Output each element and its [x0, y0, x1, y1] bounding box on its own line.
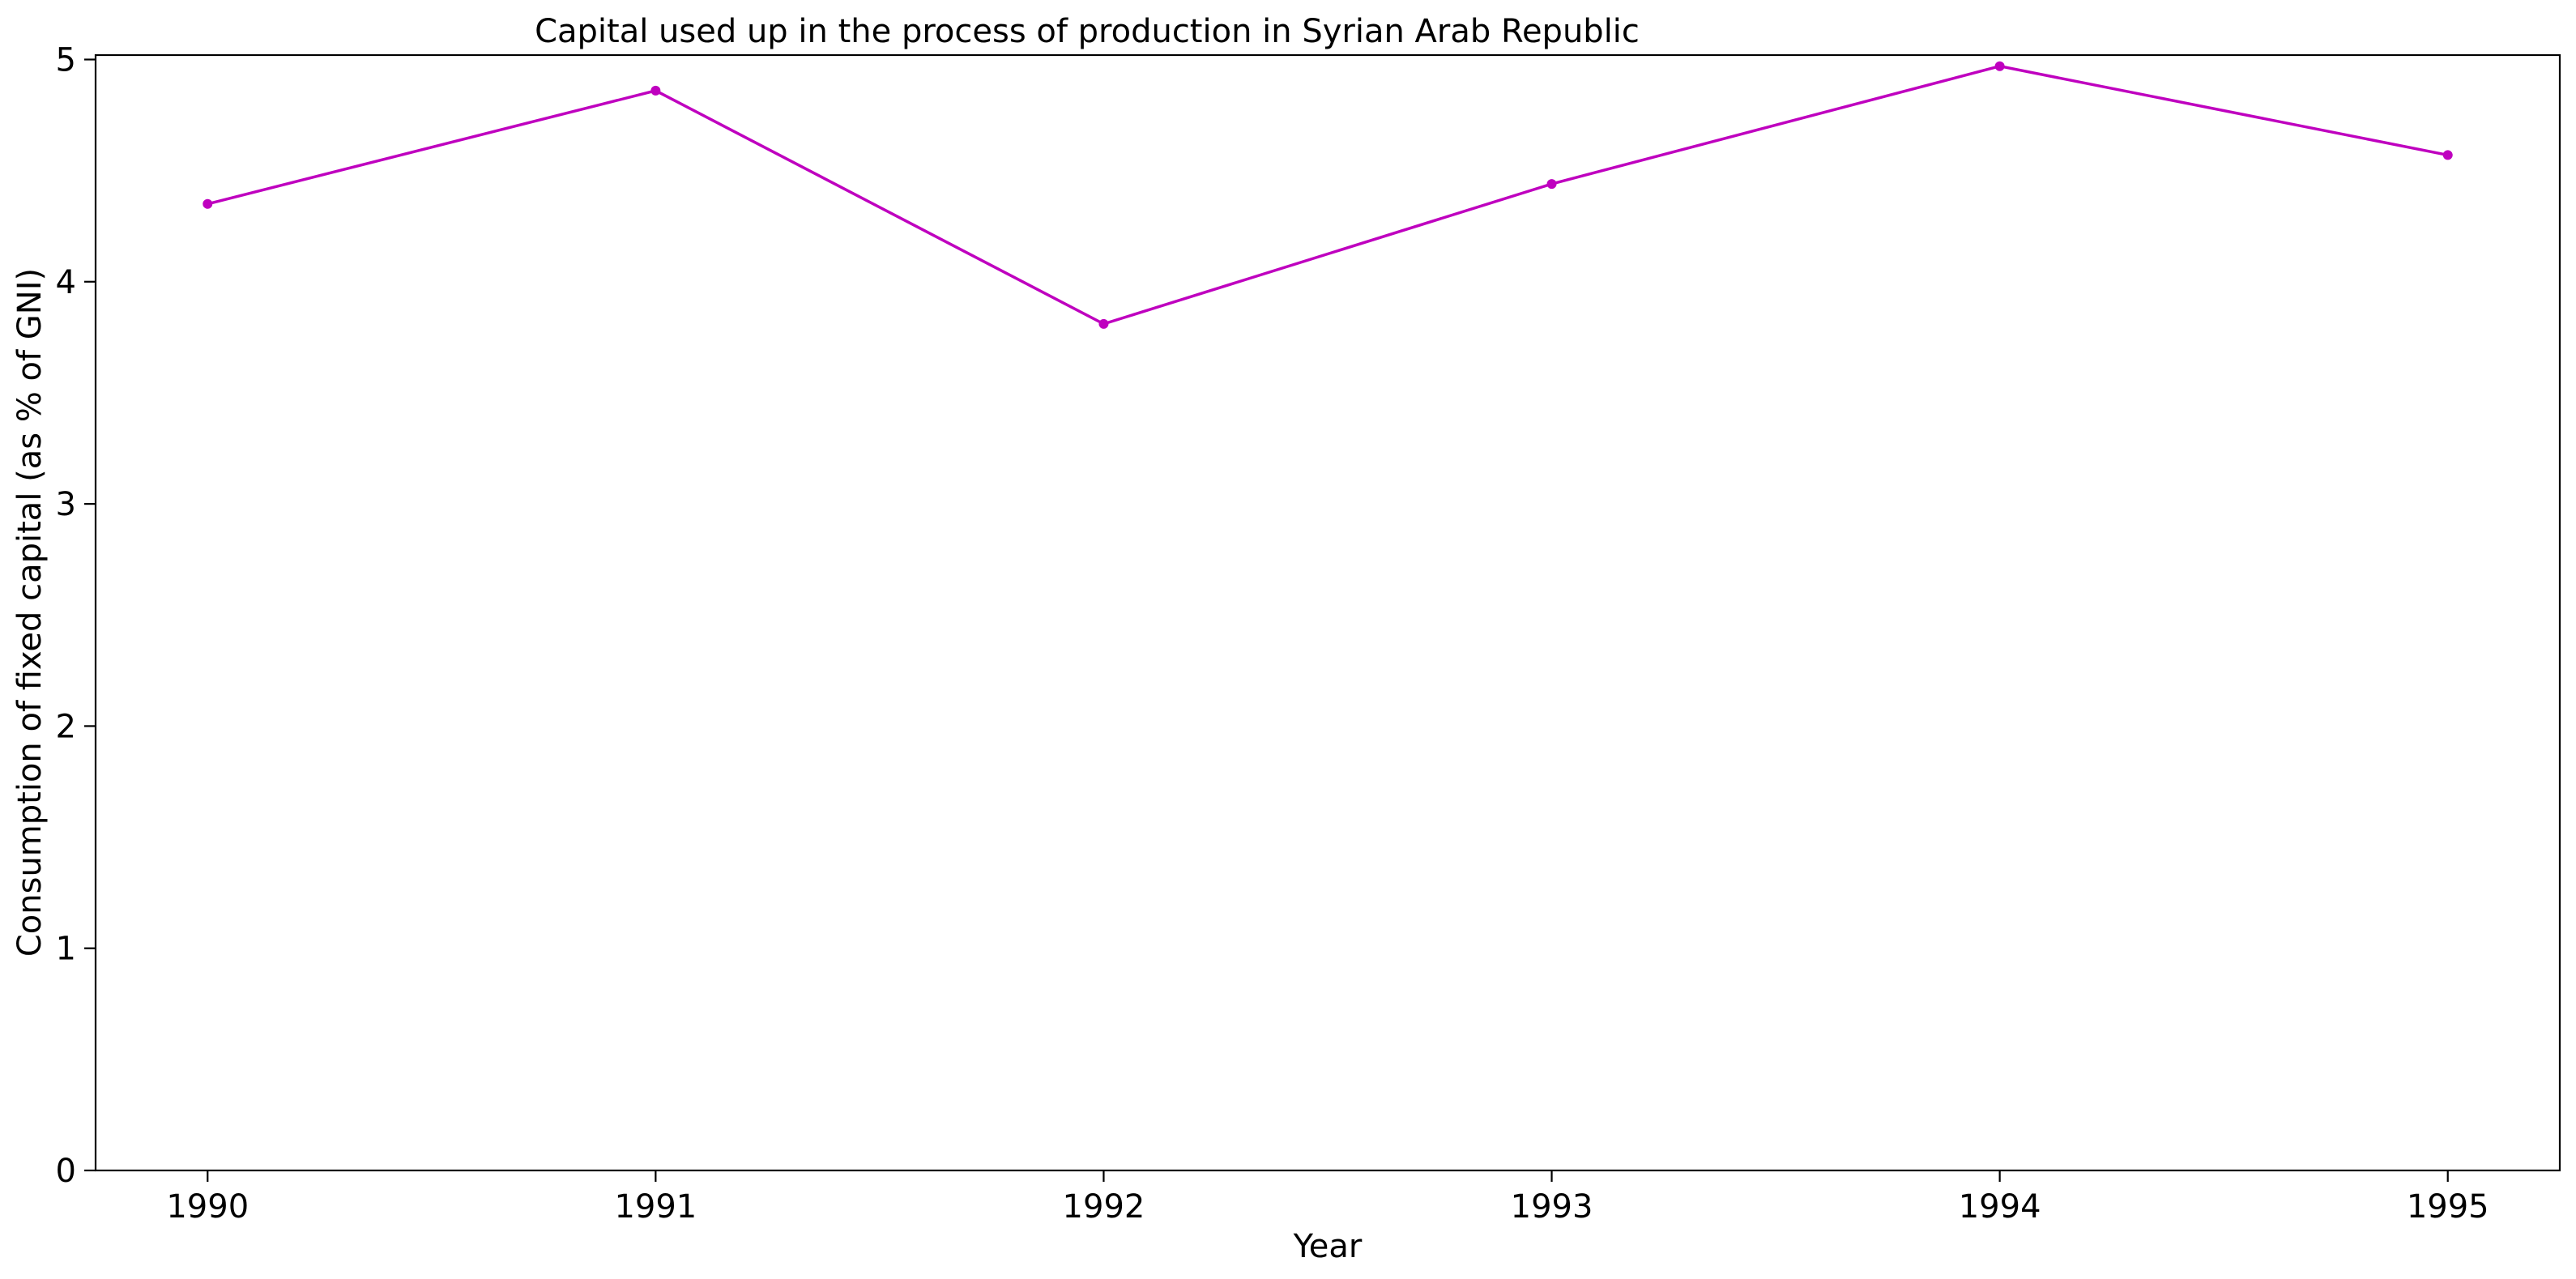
- y-tick-label: 4: [56, 264, 76, 301]
- plot-area-frame: [94, 53, 2561, 1172]
- series-line-group: [203, 61, 2453, 329]
- x-tick-label: 1992: [1063, 1188, 1145, 1226]
- y-axis-label: Consumption of fixed capital (as % of GN…: [11, 268, 49, 957]
- x-axis: 1990 1991 1992 1993 1994 1995: [166, 1170, 2489, 1226]
- y-tick-label: 0: [56, 1153, 76, 1190]
- y-tick-label: 5: [56, 41, 76, 79]
- x-tick-label: 1990: [166, 1188, 249, 1226]
- y-axis: 0 1 2 3 4 5: [56, 41, 96, 1190]
- data-point: [1994, 61, 2005, 71]
- x-tick-label: 1993: [1511, 1188, 1593, 1226]
- x-tick-label: 1991: [614, 1188, 697, 1226]
- y-tick-label: 2: [56, 708, 76, 745]
- data-point: [1546, 179, 1557, 190]
- data-point: [1098, 318, 1109, 329]
- series-line: [207, 64, 2449, 326]
- x-axis-label: Year: [1293, 1228, 1363, 1265]
- y-tick-label: 1: [56, 931, 76, 968]
- data-point: [203, 198, 213, 209]
- x-tick-label: 1994: [1959, 1188, 2041, 1226]
- x-tick-label: 1995: [2407, 1188, 2489, 1226]
- chart-title: Capital used up in the process of produc…: [535, 13, 1640, 50]
- data-point: [2442, 150, 2453, 160]
- data-point: [650, 85, 661, 96]
- y-tick-label: 3: [56, 486, 76, 523]
